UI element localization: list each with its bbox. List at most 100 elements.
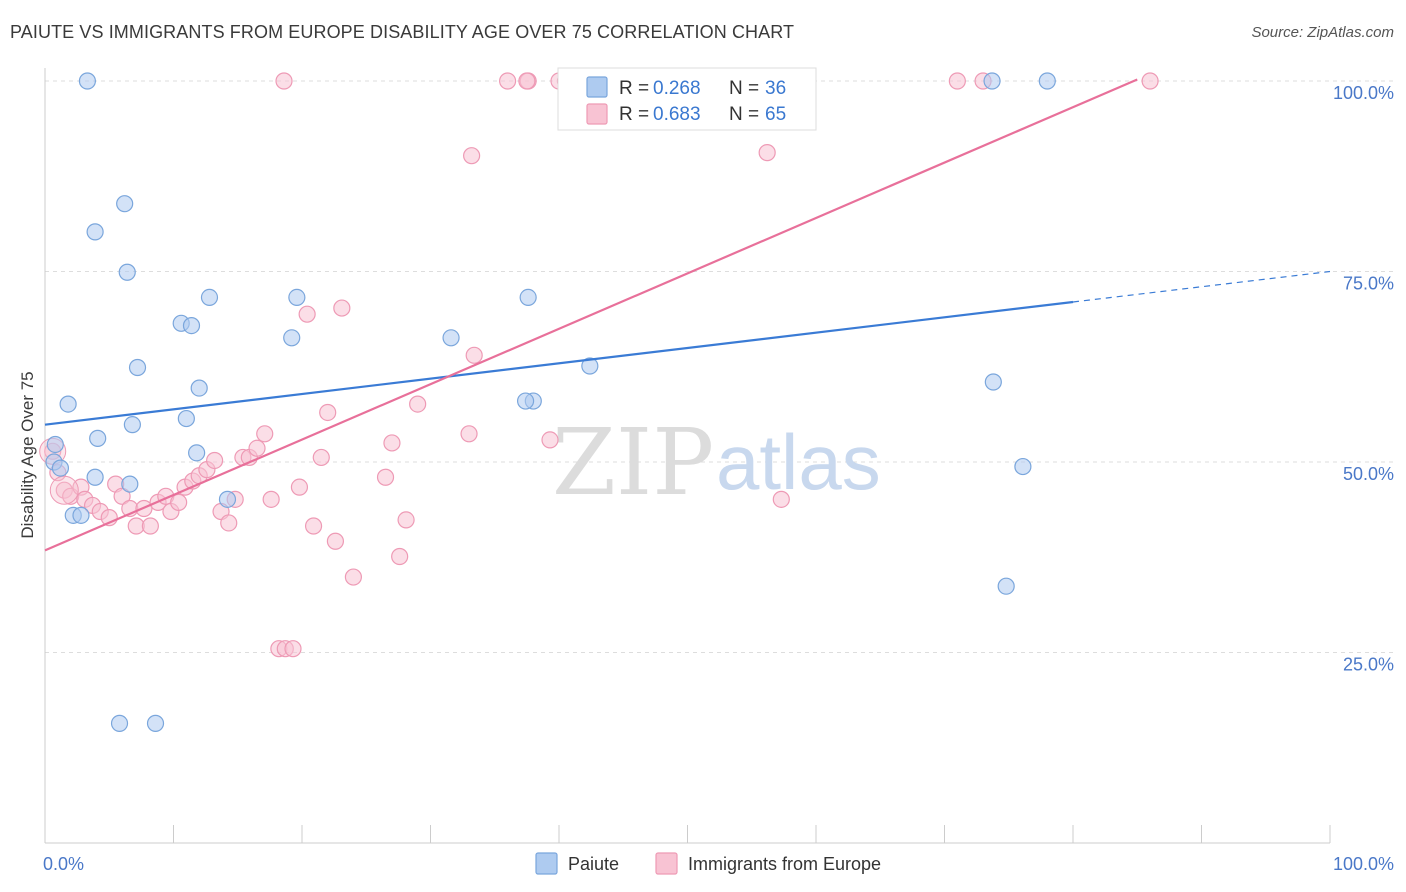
europe-point xyxy=(463,147,481,165)
paiute-point xyxy=(51,459,70,477)
europe-point xyxy=(772,490,790,508)
europe-point xyxy=(499,72,517,90)
paiute-point xyxy=(190,379,208,397)
legend-r-value-paiute: 0.268 xyxy=(653,78,701,99)
y-tick-labels: 25.0% 50.0% 75.0% 100.0% xyxy=(1333,83,1394,675)
europe-point xyxy=(376,468,395,486)
europe-point xyxy=(113,487,131,505)
paiute-point xyxy=(89,429,107,447)
europe-point xyxy=(49,475,79,505)
europe-point xyxy=(344,568,362,586)
trend-line-europe xyxy=(44,78,1138,552)
europe-point xyxy=(391,547,409,566)
europe-point xyxy=(518,72,536,90)
bottom-legend-label-paiute: Paiute xyxy=(568,854,619,874)
europe-point xyxy=(248,439,266,457)
europe-point xyxy=(409,395,427,413)
europe-point xyxy=(290,478,309,496)
europe-point xyxy=(206,451,224,470)
bottom-legend-swatch-paiute xyxy=(535,852,558,875)
paiute-point xyxy=(46,435,64,454)
bottom-legend-swatch-europe xyxy=(655,852,678,875)
europe-point xyxy=(460,425,478,443)
europe-point xyxy=(326,532,345,550)
legend: R = 0.268 N = 36 R = 0.683 N = 65 xyxy=(557,67,817,131)
trend-line-paiute-extension xyxy=(1072,270,1331,303)
legend-r-value-europe: 0.683 xyxy=(653,104,701,125)
legend-r-label-paiute: R = xyxy=(619,78,649,99)
europe-point xyxy=(284,640,302,658)
axes xyxy=(44,68,1331,844)
trend-line-paiute xyxy=(44,300,1074,426)
paiute-point xyxy=(288,288,306,307)
paiute-point xyxy=(72,506,90,524)
europe-point xyxy=(465,346,483,364)
chart-title: PAIUTE VS IMMIGRANTS FROM EUROPE DISABIL… xyxy=(10,22,795,42)
paiute-point xyxy=(1038,72,1056,90)
grid-lines xyxy=(45,80,1394,653)
europe-point xyxy=(170,493,188,511)
legend-n-value-europe: 65 xyxy=(765,104,786,125)
paiute-point xyxy=(442,329,460,347)
paiute-point xyxy=(581,357,599,375)
y-tick-label: 25.0% xyxy=(1343,655,1394,675)
europe-point xyxy=(383,434,401,452)
paiute-point xyxy=(123,416,141,434)
paiute-point xyxy=(86,223,104,241)
y-tick-label: 75.0% xyxy=(1343,274,1394,294)
y-tick-label: 100.0% xyxy=(1333,83,1394,103)
europe-point xyxy=(1141,72,1159,90)
series-paiute-points xyxy=(45,72,1056,732)
paiute-point xyxy=(128,358,147,377)
europe-point xyxy=(298,305,316,323)
europe-point xyxy=(397,511,415,529)
paiute-point xyxy=(218,490,237,508)
europe-point xyxy=(141,517,159,535)
bottom-legend-label-europe: Immigrants from Europe xyxy=(688,854,881,874)
paiute-point xyxy=(283,329,301,347)
legend-n-label-paiute: N = xyxy=(729,78,759,99)
source-label: Source: ZipAtlas.com xyxy=(1251,24,1394,41)
legend-n-value-paiute: 36 xyxy=(765,78,786,99)
paiute-point xyxy=(200,288,219,307)
europe-point xyxy=(319,403,337,422)
europe-point xyxy=(333,299,351,317)
paiute-point xyxy=(78,72,97,90)
watermark-zip: ZIP xyxy=(552,409,714,516)
paiute-point xyxy=(997,577,1015,595)
europe-point xyxy=(541,431,559,449)
paiute-point xyxy=(177,409,195,428)
europe-point xyxy=(948,72,966,90)
europe-point xyxy=(262,490,280,508)
paiute-point xyxy=(59,395,77,413)
x-tick-label-max: 100.0% xyxy=(1333,854,1394,874)
paiute-point xyxy=(1014,457,1032,476)
paiute-point xyxy=(110,714,129,732)
paiute-point xyxy=(118,263,136,281)
legend-swatch-paiute xyxy=(586,76,608,98)
paiute-point xyxy=(182,317,201,335)
paiute-point xyxy=(984,373,1002,391)
paiute-point xyxy=(116,195,134,213)
europe-point xyxy=(275,72,293,90)
paiute-point xyxy=(983,72,1001,90)
x-tick-label-min: 0.0% xyxy=(43,854,84,874)
series-europe-points xyxy=(39,72,1159,658)
paiute-point xyxy=(519,288,537,307)
paiute-point xyxy=(188,444,206,462)
legend-swatch-europe xyxy=(586,103,608,125)
y-tick-label: 50.0% xyxy=(1343,464,1394,484)
europe-point xyxy=(220,514,238,532)
paiute-point xyxy=(146,714,165,732)
europe-point xyxy=(758,144,776,162)
paiute-point xyxy=(86,468,104,486)
bottom-legend: Paiute Immigrants from Europe xyxy=(535,852,881,875)
europe-point xyxy=(256,425,274,443)
legend-n-label-europe: N = xyxy=(729,104,759,125)
paiute-point xyxy=(121,475,139,493)
europe-point xyxy=(304,517,323,535)
watermark-atlas: atlas xyxy=(716,418,881,506)
y-axis-label: Disability Age Over 75 xyxy=(18,371,37,538)
paiute-point xyxy=(516,392,535,410)
